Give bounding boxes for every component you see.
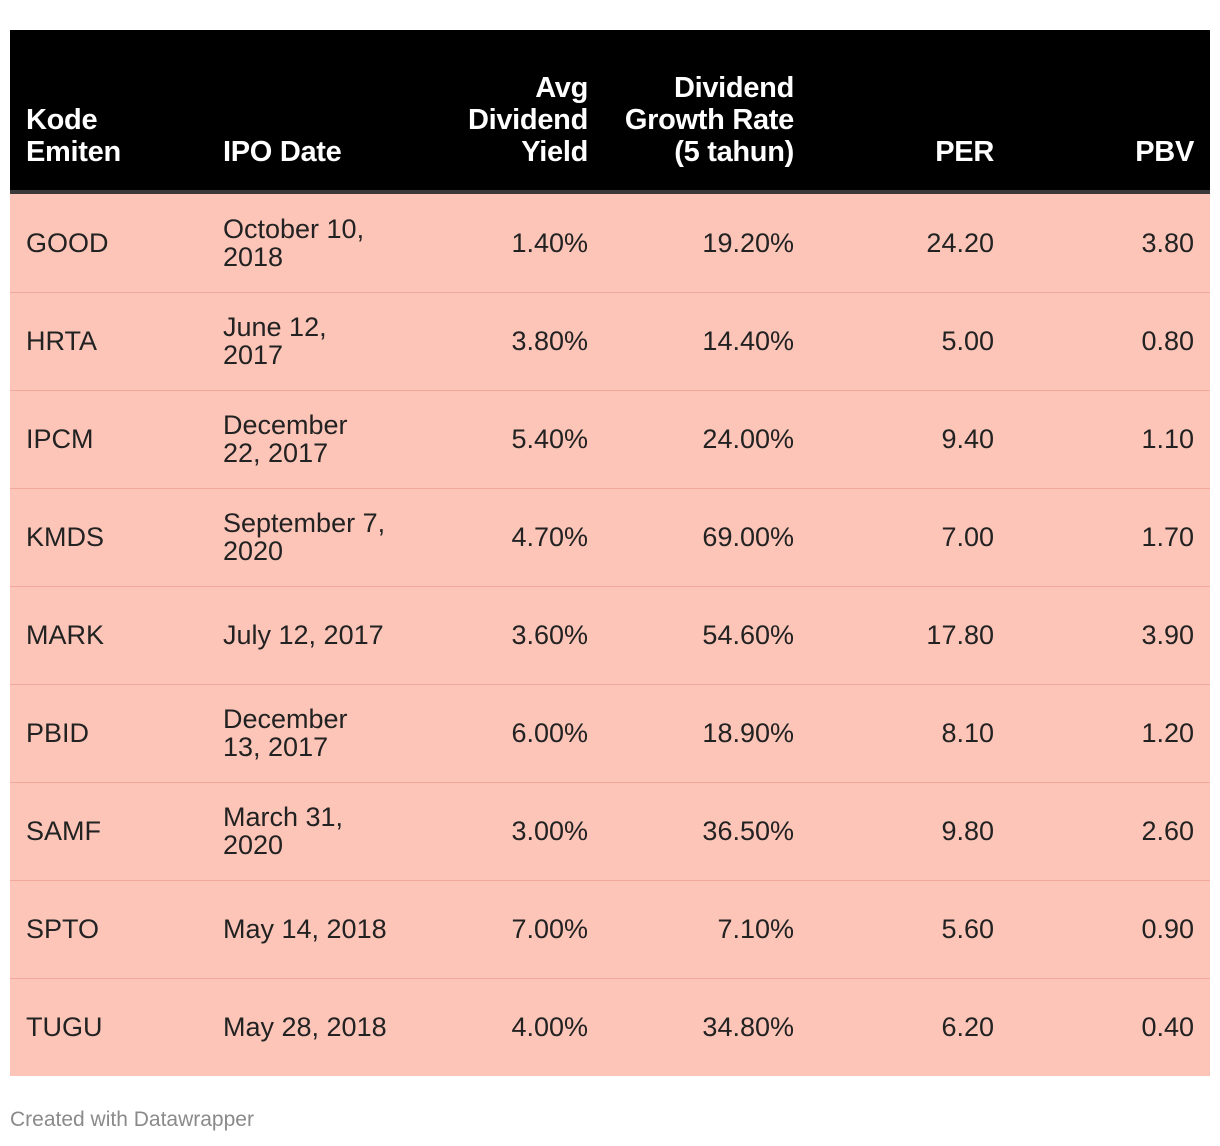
cell-kode-emiten: GOOD bbox=[26, 227, 109, 258]
cell-dividend-growth-rate: 34.80% bbox=[604, 977, 810, 1076]
table-row: GOOD October 10, 2018 1.40% 19.20% 24.20 3.80 bbox=[10, 194, 1210, 292]
cell-per: 7.00 bbox=[810, 487, 1010, 586]
cell-ipo-date: May 28, 2018 bbox=[207, 977, 404, 1076]
cell-avg-dividend-yield: 7.00% bbox=[404, 879, 604, 978]
footer-credit: Created with Datawrapper bbox=[10, 1108, 254, 1131]
column-header-per[interactable]: PER bbox=[935, 136, 994, 168]
table-row: KMDS September 7, 2020 4.70% 69.00% 7.00 1.70 bbox=[10, 487, 1210, 586]
cell-pbv: 3.90 bbox=[1010, 585, 1210, 684]
cell-pbv: 1.70 bbox=[1010, 487, 1210, 586]
cell-dividend-growth-rate: 18.90% bbox=[604, 683, 810, 782]
cell-dividend-growth-rate: 69.00% bbox=[604, 487, 810, 586]
cell-kode-emiten: IPCM bbox=[10, 389, 207, 488]
cell-per: 6.20 bbox=[810, 977, 1010, 1076]
table-header: Kode Emiten IPO Date Avg Dividend Yield … bbox=[10, 30, 1210, 190]
cell-ipo-date: May 14, 2018 bbox=[207, 879, 404, 978]
cell-avg-dividend-yield: 5.40% bbox=[404, 389, 604, 488]
table-row: IPCM December 22, 2017 5.40% 24.00% 9.40 1.10 bbox=[10, 389, 1210, 488]
cell-ipo-date: June 12, 2017 bbox=[207, 291, 404, 390]
cell-avg-dividend-yield: 3.00% bbox=[404, 781, 604, 880]
data-table-container: Kode Emiten IPO Date Avg Dividend Yield … bbox=[10, 30, 1210, 1076]
cell-kode-emiten: HRTA bbox=[10, 291, 207, 390]
column-header-dividend-growth-rate[interactable]: Dividend Growth Rate (5 tahun) bbox=[624, 72, 794, 168]
table-row: SPTO May 14, 2018 7.00% 7.10% 5.60 0.90 bbox=[10, 879, 1210, 978]
data-table: Kode Emiten IPO Date Avg Dividend Yield … bbox=[10, 30, 1210, 190]
table-body: GOOD October 10, 2018 1.40% 19.20% 24.20 3.80… bbox=[10, 194, 1210, 1076]
table-row: HRTA June 12, 2017 3.80% 14.40% 5.00 0.80 bbox=[10, 291, 1210, 390]
cell-kode-emiten: SPTO bbox=[10, 879, 207, 978]
cell-pbv: 0.80 bbox=[1010, 291, 1210, 390]
cell-avg-dividend-yield: 6.00% bbox=[404, 683, 604, 782]
column-header-pbv[interactable]: PBV bbox=[1135, 136, 1194, 168]
cell-avg-dividend-yield: 4.70% bbox=[404, 487, 604, 586]
cell-avg-dividend-yield: 1.40% bbox=[511, 227, 588, 258]
cell-per: 8.10 bbox=[810, 683, 1010, 782]
cell-per: 5.60 bbox=[810, 879, 1010, 978]
cell-dividend-growth-rate: 24.00% bbox=[604, 389, 810, 488]
cell-dividend-growth-rate: 36.50% bbox=[604, 781, 810, 880]
cell-pbv: 0.40 bbox=[1010, 977, 1210, 1076]
cell-pbv: 1.10 bbox=[1010, 389, 1210, 488]
cell-avg-dividend-yield: 4.00% bbox=[404, 977, 604, 1076]
cell-per: 5.00 bbox=[810, 291, 1010, 390]
table-row: PBID December 13, 2017 6.00% 18.90% 8.10 1.20 bbox=[10, 683, 1210, 782]
cell-avg-dividend-yield: 3.80% bbox=[404, 291, 604, 390]
cell-pbv: 1.20 bbox=[1010, 683, 1210, 782]
cell-per: 9.80 bbox=[810, 781, 1010, 880]
header-divider bbox=[10, 190, 1210, 194]
cell-per: 17.80 bbox=[810, 585, 1010, 684]
cell-ipo-date: July 12, 2017 bbox=[207, 585, 404, 684]
cell-ipo-date: September 7, 2020 bbox=[207, 487, 404, 586]
cell-avg-dividend-yield: 3.60% bbox=[404, 585, 604, 684]
column-header-ipo-date[interactable]: IPO Date bbox=[223, 136, 342, 168]
data-table-body: GOOD October 10, 2018 1.40% 19.20% 24.20 3.80… bbox=[10, 194, 1210, 1076]
cell-kode-emiten: MARK bbox=[10, 585, 207, 684]
cell-kode-emiten: SAMF bbox=[10, 781, 207, 880]
cell-pbv: 2.60 bbox=[1010, 781, 1210, 880]
cell-per: 9.40 bbox=[810, 389, 1010, 488]
cell-kode-emiten: TUGU bbox=[10, 977, 207, 1076]
cell-ipo-date: December 13, 2017 bbox=[207, 683, 404, 782]
cell-pbv: 0.90 bbox=[1010, 879, 1210, 978]
header-row: Kode Emiten IPO Date Avg Dividend Yield … bbox=[10, 30, 1210, 190]
cell-ipo-date: March 31, 2020 bbox=[207, 781, 404, 880]
cell-dividend-growth-rate: 14.40% bbox=[604, 291, 810, 390]
table-row: SAMF March 31, 2020 3.00% 36.50% 9.80 2.60 bbox=[10, 781, 1210, 880]
cell-dividend-growth-rate: 19.20% bbox=[702, 227, 794, 258]
cell-pbv: 3.80 bbox=[1141, 227, 1194, 258]
cell-ipo-date: December 22, 2017 bbox=[207, 389, 404, 488]
cell-kode-emiten: KMDS bbox=[10, 487, 207, 586]
table-row: TUGU May 28, 2018 4.00% 34.80% 6.20 0.40 bbox=[10, 977, 1210, 1076]
cell-per: 24.20 bbox=[926, 227, 994, 258]
cell-ipo-date: October 10, 2018 bbox=[223, 213, 365, 272]
column-header-avg-dividend-yield[interactable]: Avg Dividend Yield bbox=[467, 72, 588, 168]
cell-kode-emiten: PBID bbox=[10, 683, 207, 782]
cell-dividend-growth-rate: 54.60% bbox=[604, 585, 810, 684]
column-header-kode-emiten[interactable]: Kode Emiten bbox=[26, 104, 121, 168]
cell-dividend-growth-rate: 7.10% bbox=[604, 879, 810, 978]
table-row: MARK July 12, 2017 3.60% 54.60% 17.80 3.90 bbox=[10, 585, 1210, 684]
